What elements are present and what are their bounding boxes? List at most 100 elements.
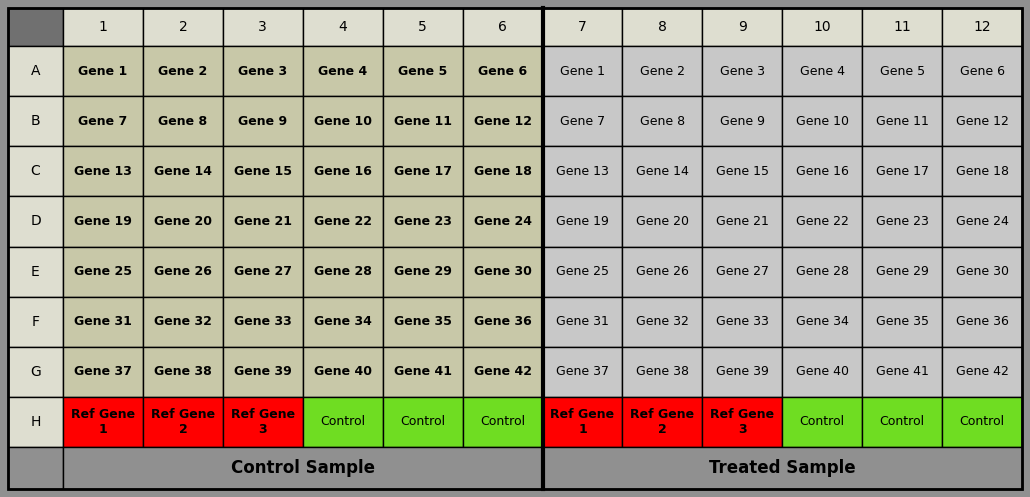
Bar [462, 96, 543, 146]
Bar [303, 146, 383, 196]
Text: 8: 8 [658, 20, 666, 34]
Text: Gene 11: Gene 11 [393, 115, 451, 128]
Text: Gene 30: Gene 30 [474, 265, 531, 278]
Text: Gene 37: Gene 37 [74, 365, 132, 378]
Bar [222, 8, 303, 46]
Text: Gene 26: Gene 26 [153, 265, 212, 278]
Text: 1: 1 [99, 20, 107, 34]
Text: Gene 3: Gene 3 [720, 65, 765, 78]
Text: Gene 6: Gene 6 [478, 65, 527, 78]
Bar [622, 397, 702, 447]
Text: Gene 30: Gene 30 [956, 265, 1008, 278]
Text: Ref Gene
3: Ref Gene 3 [231, 408, 295, 436]
Text: Gene 11: Gene 11 [876, 115, 929, 128]
Bar [782, 146, 862, 196]
Bar [942, 347, 1022, 397]
Text: Gene 1: Gene 1 [560, 65, 605, 78]
Text: Ref Gene
2: Ref Gene 2 [630, 408, 694, 436]
Text: Gene 33: Gene 33 [716, 315, 768, 328]
Text: Gene 35: Gene 35 [393, 315, 451, 328]
Text: Ref Gene
1: Ref Gene 1 [550, 408, 615, 436]
Bar [8, 347, 63, 397]
Text: Gene 34: Gene 34 [314, 315, 372, 328]
Bar [702, 8, 782, 46]
Text: Gene 15: Gene 15 [716, 165, 768, 178]
Text: Gene 17: Gene 17 [876, 165, 929, 178]
Bar [303, 297, 383, 347]
Bar [862, 347, 942, 397]
Bar [702, 347, 782, 397]
Text: Control: Control [400, 415, 445, 428]
Text: Gene 39: Gene 39 [716, 365, 768, 378]
Text: C: C [31, 165, 40, 178]
Bar [543, 146, 622, 196]
Bar [143, 397, 222, 447]
Text: Gene 19: Gene 19 [556, 215, 609, 228]
Bar [222, 247, 303, 297]
Text: Gene 13: Gene 13 [556, 165, 609, 178]
Bar [862, 96, 942, 146]
Bar [942, 96, 1022, 146]
Text: Ref Gene
2: Ref Gene 2 [150, 408, 215, 436]
Text: Ref Gene
3: Ref Gene 3 [711, 408, 775, 436]
Bar [383, 247, 462, 297]
Bar [8, 8, 63, 46]
Text: 7: 7 [578, 20, 587, 34]
Text: Gene 31: Gene 31 [556, 315, 609, 328]
Text: Gene 29: Gene 29 [393, 265, 451, 278]
Text: Gene 8: Gene 8 [640, 115, 685, 128]
Bar [622, 347, 702, 397]
Text: Gene 10: Gene 10 [796, 115, 849, 128]
Bar [8, 146, 63, 196]
Bar [383, 297, 462, 347]
Text: Gene 38: Gene 38 [636, 365, 689, 378]
Bar [63, 447, 543, 489]
Bar [462, 8, 543, 46]
Text: Gene 7: Gene 7 [78, 115, 128, 128]
Bar [383, 146, 462, 196]
Bar [383, 96, 462, 146]
Text: 6: 6 [499, 20, 507, 34]
Bar [543, 247, 622, 297]
Text: Gene 5: Gene 5 [398, 65, 447, 78]
Bar [862, 397, 942, 447]
Text: 10: 10 [814, 20, 831, 34]
Bar [782, 397, 862, 447]
Text: Gene 37: Gene 37 [556, 365, 609, 378]
Text: Gene 13: Gene 13 [74, 165, 132, 178]
Text: Gene 38: Gene 38 [154, 365, 212, 378]
Bar [622, 196, 702, 247]
Bar [462, 46, 543, 96]
Text: Gene 2: Gene 2 [640, 65, 685, 78]
Bar [622, 8, 702, 46]
Bar [63, 96, 143, 146]
Bar [63, 146, 143, 196]
Text: Gene 34: Gene 34 [796, 315, 849, 328]
Text: Control: Control [880, 415, 925, 428]
Text: Gene 5: Gene 5 [880, 65, 925, 78]
Bar [862, 196, 942, 247]
Text: Gene 22: Gene 22 [314, 215, 372, 228]
Bar [862, 297, 942, 347]
Text: Gene 23: Gene 23 [393, 215, 451, 228]
Text: Gene 24: Gene 24 [956, 215, 1008, 228]
Text: E: E [31, 264, 40, 278]
Text: Gene 4: Gene 4 [318, 65, 368, 78]
Bar [143, 146, 222, 196]
Bar [782, 297, 862, 347]
Text: Gene 29: Gene 29 [876, 265, 929, 278]
Text: 3: 3 [259, 20, 267, 34]
Bar [702, 96, 782, 146]
Text: Gene 41: Gene 41 [876, 365, 929, 378]
Bar [143, 8, 222, 46]
Bar [942, 397, 1022, 447]
Bar [303, 397, 383, 447]
Bar [622, 46, 702, 96]
Bar [543, 46, 622, 96]
Bar [702, 146, 782, 196]
Text: Gene 33: Gene 33 [234, 315, 291, 328]
Text: Gene 20: Gene 20 [636, 215, 689, 228]
Text: Gene 2: Gene 2 [159, 65, 207, 78]
Bar [622, 297, 702, 347]
Bar [143, 46, 222, 96]
